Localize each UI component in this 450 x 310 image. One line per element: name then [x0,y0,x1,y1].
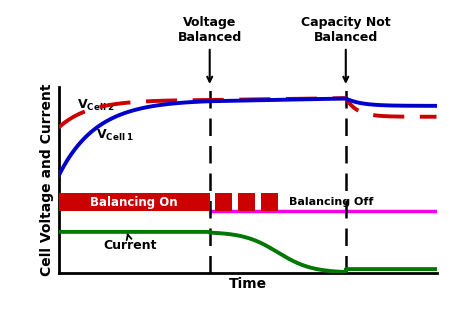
Bar [238,193,255,211]
Text: Capacity Not
Balanced: Capacity Not Balanced [301,16,391,82]
Bar [58,193,210,211]
Text: Voltage
Balanced: Voltage Balanced [178,16,242,82]
Bar [216,193,232,211]
Text: Balancing On: Balancing On [90,196,178,209]
Text: $\mathbf{V_{Cell\ 1}}$: $\mathbf{V_{Cell\ 1}}$ [96,127,135,143]
Y-axis label: Cell Voltage and Current: Cell Voltage and Current [40,84,54,276]
X-axis label: Time: Time [229,277,266,291]
Text: Current: Current [104,233,158,252]
Text: $\mathbf{V_{Cell\ 2}}$: $\mathbf{V_{Cell\ 2}}$ [77,98,116,113]
Text: Balancing Off: Balancing Off [289,197,374,207]
Bar [261,193,278,211]
